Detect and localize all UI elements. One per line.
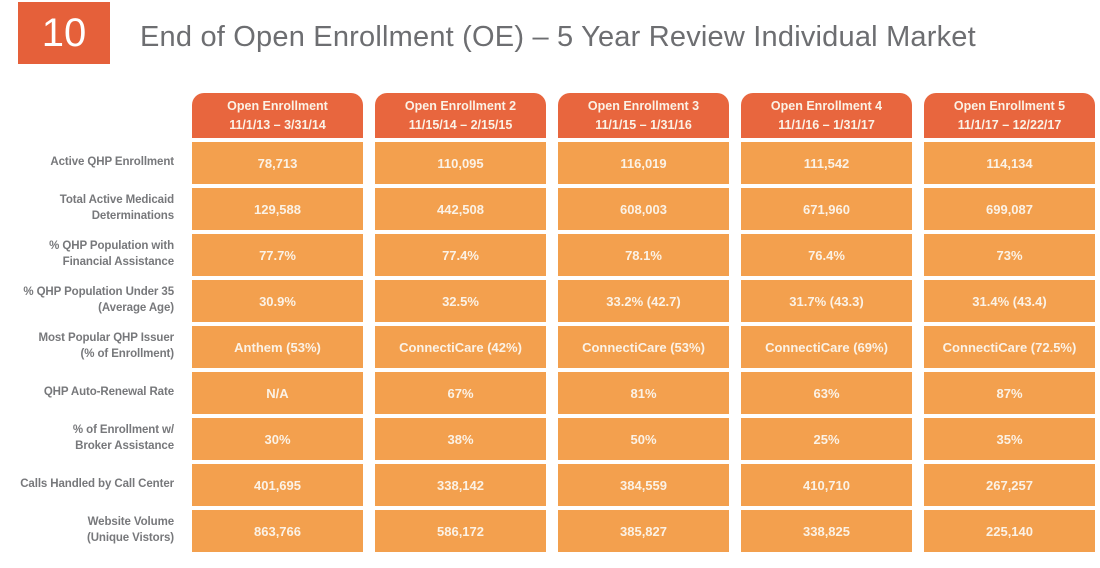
table-cell: 78.1% bbox=[558, 234, 729, 276]
table-cell: 30% bbox=[192, 418, 363, 460]
row-label-line: % QHP Population with bbox=[49, 240, 174, 253]
table-cell: 81% bbox=[558, 372, 729, 414]
row-label-line: Most Popular QHP Issuer bbox=[38, 332, 174, 345]
row-label: Calls Handled by Call Center bbox=[0, 464, 180, 506]
row-label-line: Financial Assistance bbox=[62, 256, 174, 268]
table-cell: Anthem (53%) bbox=[192, 326, 363, 368]
row-label-line: Total Active Medicaid bbox=[59, 194, 174, 207]
table-cell: 33.2% (42.7) bbox=[558, 280, 729, 322]
row-label: Total Active Medicaid Determinations bbox=[0, 188, 180, 230]
table-cell: 671,960 bbox=[741, 188, 912, 230]
table-cell: 129,588 bbox=[192, 188, 363, 230]
table-cell: 67% bbox=[375, 372, 546, 414]
row-label-line: QHP Auto-Renewal Rate bbox=[43, 386, 174, 399]
table-cell: 35% bbox=[924, 418, 1095, 460]
row-label: Website Volume (Unique Vistors) bbox=[0, 510, 180, 552]
row-label: Active QHP Enrollment bbox=[0, 142, 180, 184]
table-cell: 73% bbox=[924, 234, 1095, 276]
table-cell: 110,095 bbox=[375, 142, 546, 184]
column-header-title: Open Enrollment 4 bbox=[770, 99, 883, 114]
column-header-dates: 11/1/15 – 1/31/16 bbox=[595, 117, 692, 132]
table-cell: 442,508 bbox=[375, 188, 546, 230]
row-label: QHP Auto-Renewal Rate bbox=[0, 372, 180, 414]
table-cell: 338,142 bbox=[375, 464, 546, 506]
row-label-line: Website Volume bbox=[87, 516, 174, 529]
table-cell: 76.4% bbox=[741, 234, 912, 276]
row-label-line: Broker Assistance bbox=[75, 440, 174, 452]
column-header-dates: 11/1/13 – 3/31/14 bbox=[229, 117, 326, 132]
table-cell: ConnectiCare (42%) bbox=[375, 326, 546, 368]
table-cell: 50% bbox=[558, 418, 729, 460]
column-header-title: Open Enrollment 2 bbox=[404, 99, 517, 114]
column-header: Open Enrollment 2 11/15/14 – 2/15/15 bbox=[375, 93, 546, 138]
slide-number: 10 bbox=[41, 10, 87, 55]
table-cell: 111,542 bbox=[741, 142, 912, 184]
table-cell: 114,134 bbox=[924, 142, 1095, 184]
table-cell: ConnectiCare (69%) bbox=[741, 326, 912, 368]
table-cell: 31.7% (43.3) bbox=[741, 280, 912, 322]
table-cell: 32.5% bbox=[375, 280, 546, 322]
row-label-line: (% of Enrollment) bbox=[80, 348, 175, 360]
table-cell: 31.4% (43.4) bbox=[924, 280, 1095, 322]
table-cell: 25% bbox=[741, 418, 912, 460]
table-cell: 38% bbox=[375, 418, 546, 460]
column-header: Open Enrollment 3 11/1/15 – 1/31/16 bbox=[558, 93, 729, 138]
row-label-line: (Unique Vistors) bbox=[86, 532, 174, 544]
table-corner bbox=[0, 93, 180, 138]
table-cell: 77.7% bbox=[192, 234, 363, 276]
column-header-dates: 11/1/16 – 1/31/17 bbox=[778, 117, 875, 132]
column-header-title: Open Enrollment 3 bbox=[587, 99, 700, 114]
row-label-line: % of Enrollment w/ bbox=[72, 424, 174, 437]
column-header: Open Enrollment 5 11/1/17 – 12/22/17 bbox=[924, 93, 1095, 138]
column-header-dates: 11/15/14 – 2/15/15 bbox=[408, 117, 513, 132]
row-label-line: Active QHP Enrollment bbox=[50, 156, 174, 169]
table-cell: 384,559 bbox=[558, 464, 729, 506]
slide-number-badge: 10 bbox=[18, 2, 110, 64]
table-cell: 586,172 bbox=[375, 510, 546, 552]
row-label: % QHP Population with Financial Assistanc… bbox=[0, 234, 180, 276]
table-cell: 608,003 bbox=[558, 188, 729, 230]
table-cell: 77.4% bbox=[375, 234, 546, 276]
table-cell: ConnectiCare (72.5%) bbox=[924, 326, 1095, 368]
data-table: Open Enrollment 11/1/13 – 3/31/14 Open Enr… bbox=[0, 93, 1095, 552]
table-cell: 385,827 bbox=[558, 510, 729, 552]
row-label-line: Calls Handled by Call Center bbox=[20, 478, 174, 491]
table-cell: N/A bbox=[192, 372, 363, 414]
table-cell: 63% bbox=[741, 372, 912, 414]
row-label-line: (Average Age) bbox=[98, 302, 174, 314]
column-header-dates: 11/1/17 – 12/22/17 bbox=[957, 117, 1062, 132]
row-label: Most Popular QHP Issuer (% of Enrollment) bbox=[0, 326, 180, 368]
page-title: End of Open Enrollment (OE) – 5 Year Rev… bbox=[140, 20, 976, 53]
table-cell: 401,695 bbox=[192, 464, 363, 506]
table-cell: 699,087 bbox=[924, 188, 1095, 230]
table-cell: 30.9% bbox=[192, 280, 363, 322]
row-label: % QHP Population Under 35 (Average Age) bbox=[0, 280, 180, 322]
table-cell: 87% bbox=[924, 372, 1095, 414]
table-cell: 863,766 bbox=[192, 510, 363, 552]
column-header-title: Open Enrollment bbox=[227, 99, 328, 114]
table-cell: 338,825 bbox=[741, 510, 912, 552]
row-label-line: Determinations bbox=[91, 210, 174, 222]
table-cell: 78,713 bbox=[192, 142, 363, 184]
row-label: % of Enrollment w/Broker Assistance bbox=[0, 418, 180, 460]
table-cell: 410,710 bbox=[741, 464, 912, 506]
column-header: Open Enrollment 4 11/1/16 – 1/31/17 bbox=[741, 93, 912, 138]
table-cell: 116,019 bbox=[558, 142, 729, 184]
row-label-line: % QHP Population Under 35 bbox=[23, 286, 174, 299]
column-header: Open Enrollment 11/1/13 – 3/31/14 bbox=[192, 93, 363, 138]
table-cell: ConnectiCare (53%) bbox=[558, 326, 729, 368]
table-cell: 225,140 bbox=[924, 510, 1095, 552]
column-header-title: Open Enrollment 5 bbox=[953, 99, 1066, 114]
table-cell: 267,257 bbox=[924, 464, 1095, 506]
